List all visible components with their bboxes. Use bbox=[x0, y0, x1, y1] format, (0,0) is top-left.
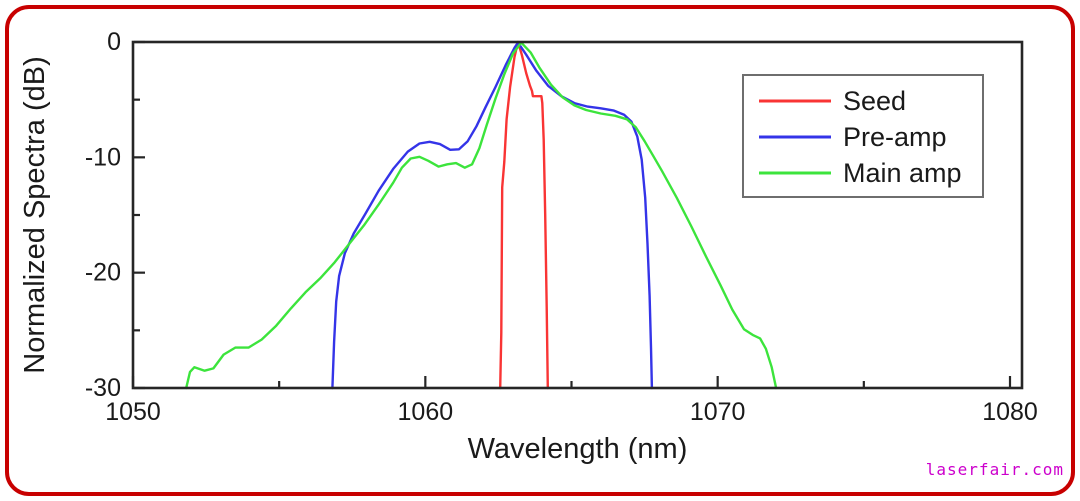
series-pre-amp-curve bbox=[331, 41, 654, 390]
y-tick-label: 0 bbox=[107, 28, 121, 56]
y-tick-label: -10 bbox=[85, 143, 121, 171]
y-tick-label: -20 bbox=[85, 259, 121, 287]
x-tick-label: 1080 bbox=[982, 398, 1038, 426]
legend-pre-amp-label: Pre-amp bbox=[843, 122, 947, 152]
series-main-amp-curve bbox=[184, 41, 778, 390]
watermark: laserfair.com bbox=[925, 460, 1064, 479]
y-axis-title: Normalized Spectra (dB) bbox=[19, 56, 51, 374]
x-tick-label: 1070 bbox=[690, 398, 746, 426]
legend-main-amp-label: Main amp bbox=[843, 158, 962, 188]
legend-seed-label: Seed bbox=[843, 86, 906, 116]
y-tick-label: -30 bbox=[85, 374, 121, 402]
x-tick-label: 1050 bbox=[105, 398, 161, 426]
plot-frame bbox=[131, 40, 1024, 390]
x-axis-title: Wavelength (nm) bbox=[468, 433, 688, 465]
x-tick-label: 1060 bbox=[398, 398, 454, 426]
series-seed-curve bbox=[499, 40, 549, 390]
